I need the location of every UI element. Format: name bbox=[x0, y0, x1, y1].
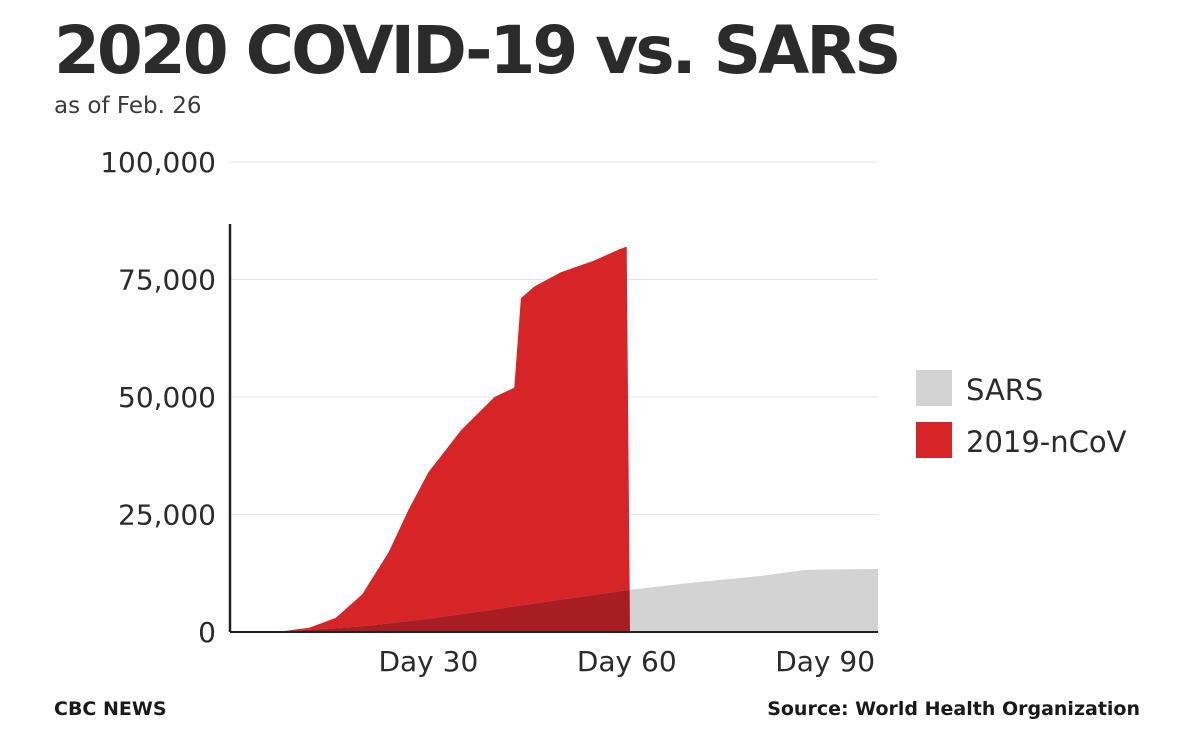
data-source: Source: World Health Organization bbox=[767, 698, 1140, 720]
x-tick-label: Day 90 bbox=[775, 645, 875, 678]
chart-title: 2020 COVID-19 vs. SARS bbox=[54, 12, 902, 89]
legend-swatch-2019-ncov bbox=[916, 422, 952, 458]
y-tick-label: 50,000 bbox=[118, 381, 216, 414]
y-tick-label: 75,000 bbox=[118, 264, 216, 297]
series-area-2019-ncov bbox=[230, 246, 630, 632]
legend-label-sars: SARS bbox=[966, 373, 1043, 407]
series-area-sars bbox=[230, 569, 878, 632]
legend-swatch-sars bbox=[916, 370, 952, 406]
y-tick-label: 100,000 bbox=[100, 146, 216, 179]
publisher-credit: CBC NEWS bbox=[54, 698, 167, 720]
y-tick-label: 25,000 bbox=[118, 499, 216, 532]
chart-subtitle: as of Feb. 26 bbox=[54, 93, 202, 119]
y-tick-label: 0 bbox=[198, 616, 216, 649]
legend-label-2019-ncov: 2019-nCoV bbox=[966, 425, 1127, 459]
x-tick-label: Day 60 bbox=[577, 645, 677, 678]
x-tick-label: Day 30 bbox=[378, 645, 478, 678]
